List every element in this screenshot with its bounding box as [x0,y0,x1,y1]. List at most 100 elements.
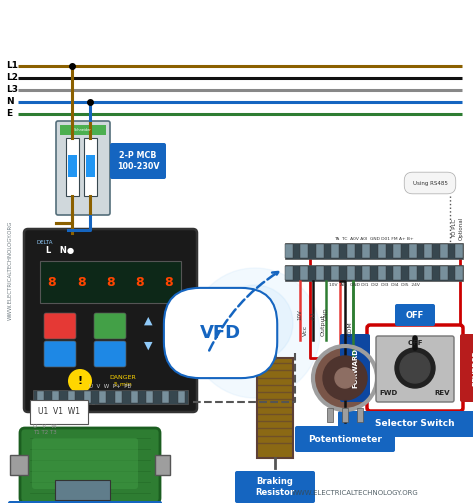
Text: L1: L1 [6,61,18,70]
Text: U   V   W
T1 T2 T3: U V W T1 T2 T3 [33,424,57,435]
Text: L3: L3 [6,86,18,95]
Bar [300,244,308,258]
FancyBboxPatch shape [395,304,435,326]
Text: L2: L2 [6,73,18,82]
FancyBboxPatch shape [367,325,463,411]
Circle shape [217,285,293,361]
FancyBboxPatch shape [24,229,197,412]
Bar [439,266,447,280]
Bar [378,266,385,280]
Bar [240,355,270,375]
FancyBboxPatch shape [94,313,126,339]
FancyBboxPatch shape [110,143,166,179]
Circle shape [335,368,355,388]
Text: Braking
Resistor: Braking Resistor [255,477,295,497]
Text: 10V: 10V [298,309,303,320]
Text: N: N [6,98,14,107]
FancyBboxPatch shape [295,426,395,452]
Bar [393,244,401,258]
FancyBboxPatch shape [340,334,370,402]
Bar [455,244,463,258]
Text: VFD: VFD [200,324,241,342]
Bar [362,244,370,258]
Bar [285,265,463,281]
Bar [327,408,333,422]
Bar [316,266,324,280]
Bar [424,244,432,258]
FancyBboxPatch shape [8,501,162,503]
Text: How to Run a 3-Phase Motor on 1-Phase Supply Using VFD?: How to Run a 3-Phase Motor on 1-Phase Su… [22,13,451,26]
FancyBboxPatch shape [460,334,473,402]
FancyBboxPatch shape [338,411,473,437]
FancyBboxPatch shape [376,336,454,402]
Circle shape [323,356,367,400]
Bar [409,244,417,258]
Bar [68,391,75,403]
Circle shape [400,353,430,383]
Bar [115,391,122,403]
Text: Output: Output [321,314,325,336]
Bar [99,391,106,403]
Bar [409,266,417,280]
Bar [316,244,324,258]
Circle shape [395,348,435,388]
Bar [66,138,79,196]
Bar [162,391,169,403]
Bar [332,266,339,280]
Circle shape [313,346,377,410]
Bar [177,391,184,403]
Text: WWW.ELECTRICALTECHNOLOGY.ORG: WWW.ELECTRICALTECHNOLOGY.ORG [292,490,419,496]
Text: 8: 8 [106,276,115,289]
Text: U  V  W  P+  PB: U V W P+ PB [89,383,131,388]
Bar [40,261,181,303]
Text: 8: 8 [77,276,86,289]
Text: TA  TC  A0V A0I  GND D01 FM A+ B+: TA TC A0V A0I GND D01 FM A+ B+ [334,237,414,241]
Bar [362,266,370,280]
Text: 8: 8 [165,276,173,289]
FancyBboxPatch shape [94,341,126,367]
Bar [347,266,355,280]
Text: WWW.ELECTRICALTECHNOLOGY.ORG: WWW.ELECTRICALTECHNOLOGY.ORG [8,220,12,320]
FancyBboxPatch shape [20,428,160,503]
Bar [257,358,293,458]
Text: Using RS485: Using RS485 [412,181,447,186]
Bar [357,408,363,422]
Text: ■: ■ [169,342,177,351]
Bar [342,408,348,422]
Bar [84,391,90,403]
Text: OFF: OFF [406,310,424,319]
FancyBboxPatch shape [32,438,138,489]
Bar [285,243,463,259]
Bar [285,244,293,258]
Bar [455,266,463,280]
Bar [146,391,153,403]
Bar [52,391,59,403]
Bar [332,244,339,258]
Text: Selector Switch: Selector Switch [375,420,455,429]
FancyBboxPatch shape [44,341,76,367]
Text: REV: REV [434,390,450,396]
Bar [155,455,170,475]
Bar [86,155,95,177]
FancyBboxPatch shape [56,121,110,215]
Text: ►: ► [170,316,176,325]
FancyBboxPatch shape [235,471,315,503]
Bar [55,480,110,500]
Bar [300,266,308,280]
Text: DELTA: DELTA [36,240,53,245]
Bar [424,266,432,280]
Bar [84,138,97,196]
Bar [68,155,77,177]
Text: Vcc: Vcc [303,325,307,336]
Bar [347,244,355,258]
Bar [285,266,293,280]
Text: E: E [6,110,12,119]
Text: REVERSE: REVERSE [472,350,473,386]
Bar [33,390,188,404]
Circle shape [190,268,320,398]
Text: L   N●: L N● [46,246,74,256]
Bar [131,391,138,403]
Bar [393,266,401,280]
Text: FWD: FWD [379,390,397,396]
Bar [60,125,106,135]
